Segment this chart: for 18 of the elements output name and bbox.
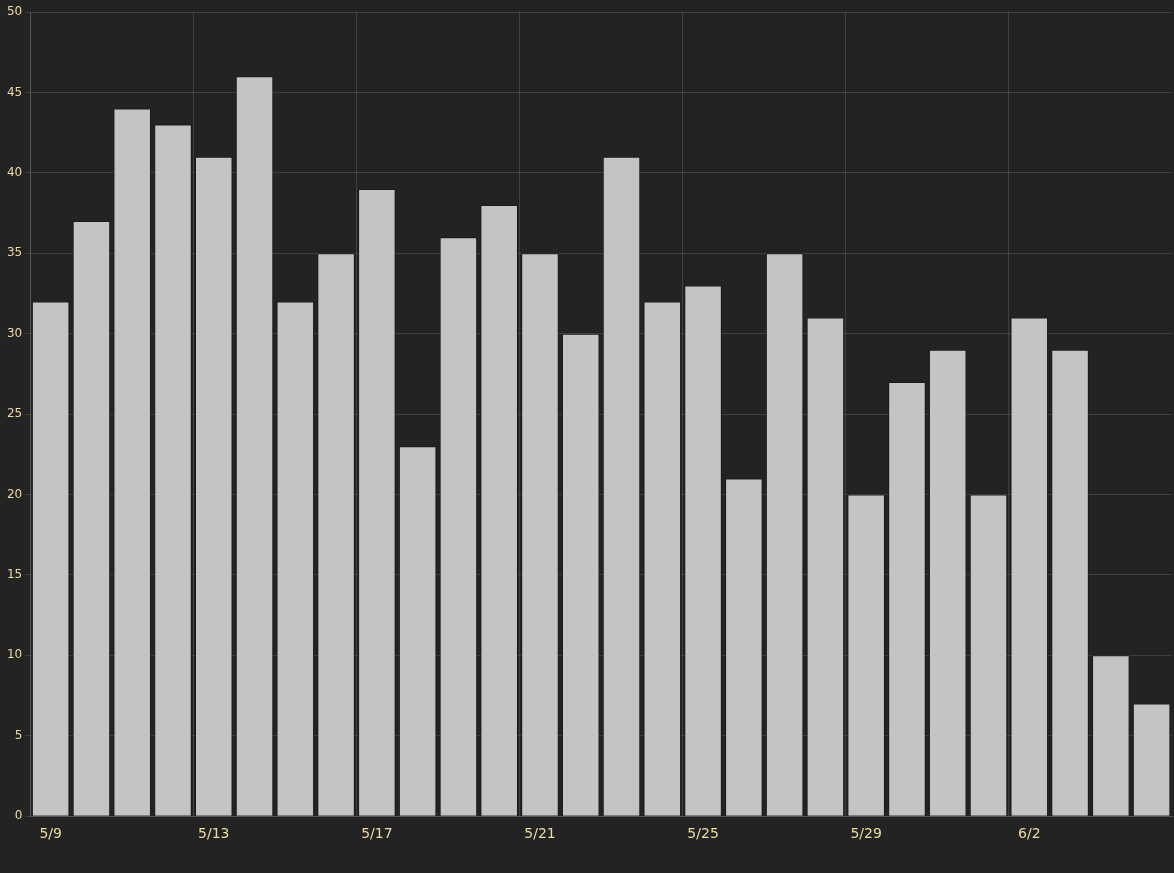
y-tick-label: 40 [6,164,23,179]
y-tick-label: 5 [14,727,23,742]
y-tick-label: 50 [6,4,23,19]
x-tick-label: 5/9 [39,825,62,842]
x-tick-label: 5/21 [524,825,556,842]
y-tick-label: 10 [6,647,23,662]
x-tick-label: 6/2 [1018,825,1041,842]
y-tick-label: 35 [6,245,23,260]
x-tick-label: 5/25 [687,825,719,842]
x-tick-label: 5/13 [198,825,230,842]
y-tick-label: 0 [14,808,23,823]
y-tick-label: 20 [6,486,23,501]
x-tick-label: 5/29 [850,825,882,842]
y-tick-label: 25 [6,406,23,421]
y-tick-label: 45 [6,84,23,99]
x-tick-label: 5/17 [361,825,393,842]
y-tick-label: 30 [6,325,23,340]
y-tick-label: 15 [6,567,23,582]
